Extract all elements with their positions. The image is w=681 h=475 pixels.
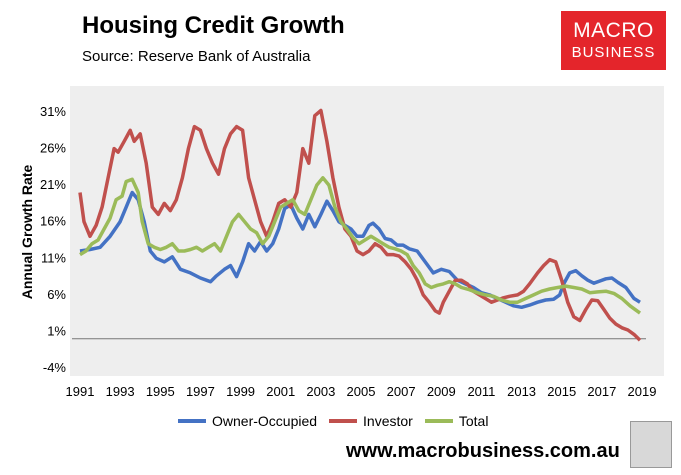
y-tick-label: 1%	[47, 323, 66, 338]
legend-label: Owner-Occupied	[212, 413, 318, 429]
x-tick-label: 1997	[186, 384, 215, 399]
y-tick-label: 26%	[40, 141, 66, 156]
logo-line-1: MACRO	[573, 19, 654, 42]
y-tick-label: 21%	[40, 177, 66, 192]
x-tick-label: 2019	[628, 384, 657, 399]
series-line-total	[79, 176, 642, 315]
y-tick-label: 16%	[40, 214, 66, 229]
y-tick-label: 11%	[41, 250, 66, 265]
chart-source: Source: Reserve Bank of Australia	[82, 48, 311, 65]
x-tick-label: 2011	[467, 384, 495, 399]
series-lines	[78, 108, 642, 342]
x-tick-label: 2007	[387, 384, 416, 399]
legend-item: Total	[424, 413, 489, 429]
x-tick-label: 1991	[66, 384, 95, 399]
footer-url: www.macrobusiness.com.au	[346, 440, 620, 462]
x-tick-label: 2017	[587, 384, 616, 399]
legend-label: Total	[458, 413, 489, 429]
legend-label: Investor	[363, 413, 413, 429]
legend-swatch	[424, 419, 453, 423]
legend-swatch	[329, 419, 358, 423]
x-tick-label: 1995	[146, 384, 175, 399]
chart-title: Housing Credit Growth	[82, 12, 345, 39]
x-axis-ticks: 1991 1993 1995 1997 1999 2001 2003 2005 2007 2009…	[66, 384, 657, 399]
x-tick-label: 1993	[106, 384, 135, 399]
legend-item: Investor	[329, 413, 413, 429]
y-tick-label: -4%	[43, 360, 67, 375]
series-line-investor	[78, 108, 642, 342]
wolf-icon	[630, 421, 672, 468]
y-axis-label: Annual Growth Rate	[19, 165, 35, 300]
legend-swatch	[178, 419, 206, 423]
x-tick-label: 2015	[547, 384, 576, 399]
macrobusiness-logo: MACRO BUSINESS	[561, 11, 666, 70]
logo-line-2: BUSINESS	[571, 44, 656, 61]
x-tick-label: 2005	[347, 384, 376, 399]
legend-item: Owner-Occupied	[178, 413, 317, 429]
x-tick-label: 2013	[507, 384, 536, 399]
legend: Owner-Occupied Investor Total	[178, 410, 500, 429]
y-tick-label: 31%	[40, 104, 66, 119]
x-tick-label: 2001	[266, 384, 295, 399]
x-tick-label: 2009	[427, 384, 456, 399]
series-line-owner-occupied	[79, 190, 641, 310]
x-tick-label: 2003	[306, 384, 335, 399]
y-tick-label: 6%	[47, 287, 66, 302]
y-axis-ticks: -4% 1% 6% 11% 16% 21% 26% 31%	[40, 104, 66, 375]
x-tick-label: 1999	[226, 384, 255, 399]
